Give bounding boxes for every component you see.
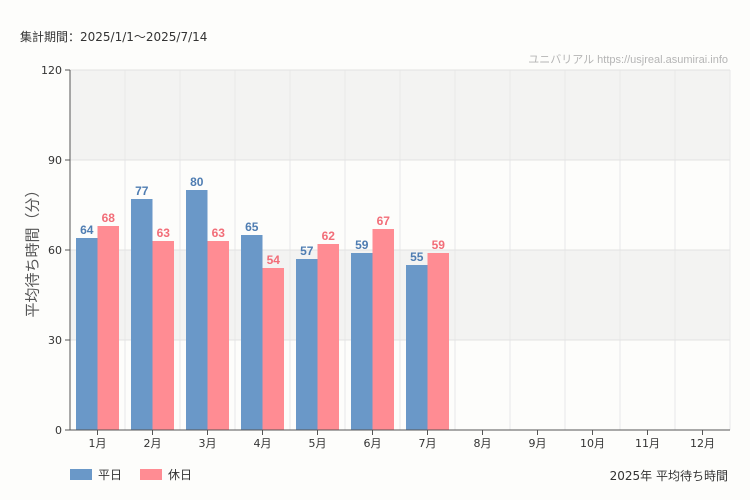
y-tick-label: 60	[48, 244, 62, 257]
bar-weekday	[351, 253, 373, 430]
bar-weekday	[296, 259, 318, 430]
bar-weekday	[406, 265, 428, 430]
x-tick-label: 6月	[364, 437, 382, 450]
data-label-weekday: 65	[245, 220, 259, 234]
legend-label-holiday: 休日	[168, 468, 193, 482]
x-tick-label: 10月	[580, 437, 605, 450]
legend-item-weekday[interactable]: 平日	[70, 466, 122, 483]
y-tick-label: 120	[41, 64, 62, 77]
y-tick-label: 0	[55, 424, 62, 437]
x-tick-label: 12月	[690, 437, 715, 450]
x-tick-label: 1月	[89, 437, 107, 450]
data-label-holiday: 63	[157, 226, 171, 240]
bar-holiday	[97, 226, 119, 430]
bar-holiday	[207, 241, 229, 430]
site-watermark: ユニバリアル https://usjreal.asumirai.info	[528, 54, 728, 66]
data-label-holiday: 67	[377, 214, 391, 228]
x-tick-label: 7月	[419, 437, 437, 450]
x-tick-label: 5月	[309, 437, 327, 450]
x-tick-label: 9月	[529, 437, 547, 450]
data-label-weekday: 77	[135, 184, 149, 198]
legend-label-weekday: 平日	[98, 468, 123, 482]
bar-holiday	[152, 241, 174, 430]
x-tick-label: 8月	[474, 437, 492, 450]
x-tick-label: 11月	[635, 437, 660, 450]
bar-holiday	[317, 244, 339, 430]
bar-weekday	[186, 190, 208, 430]
bar-holiday	[427, 253, 449, 430]
bar-weekday	[241, 235, 263, 430]
data-label-weekday: 57	[300, 244, 314, 258]
y-tick-label: 30	[48, 334, 62, 347]
legend-item-holiday[interactable]: 休日	[140, 466, 192, 483]
legend-swatch-weekday	[70, 469, 92, 480]
y-tick-label: 90	[48, 154, 62, 167]
bar-holiday	[262, 268, 284, 430]
x-tick-label: 3月	[199, 437, 217, 450]
data-label-holiday: 62	[322, 229, 336, 243]
data-label-holiday: 59	[432, 238, 446, 252]
bar-weekday	[131, 199, 153, 430]
bar-weekday	[76, 238, 98, 430]
legend-swatch-holiday	[140, 469, 163, 480]
data-label-weekday: 59	[355, 238, 369, 252]
x-tick-label: 2月	[144, 437, 162, 450]
chart-caption: 2025年 平均待ち時間	[609, 469, 728, 483]
data-label-holiday: 54	[267, 253, 281, 267]
data-label-holiday: 63	[212, 226, 226, 240]
aggregation-period: 集計期間：2025/1/1〜2025/7/14	[20, 30, 208, 44]
data-label-holiday: 68	[102, 211, 116, 225]
data-label-weekday: 55	[410, 250, 424, 264]
data-label-weekday: 64	[80, 223, 94, 237]
bar-holiday	[372, 229, 394, 430]
legend: 平日 休日	[70, 466, 192, 483]
x-tick-label: 4月	[254, 437, 272, 450]
data-label-weekday: 80	[190, 175, 204, 189]
